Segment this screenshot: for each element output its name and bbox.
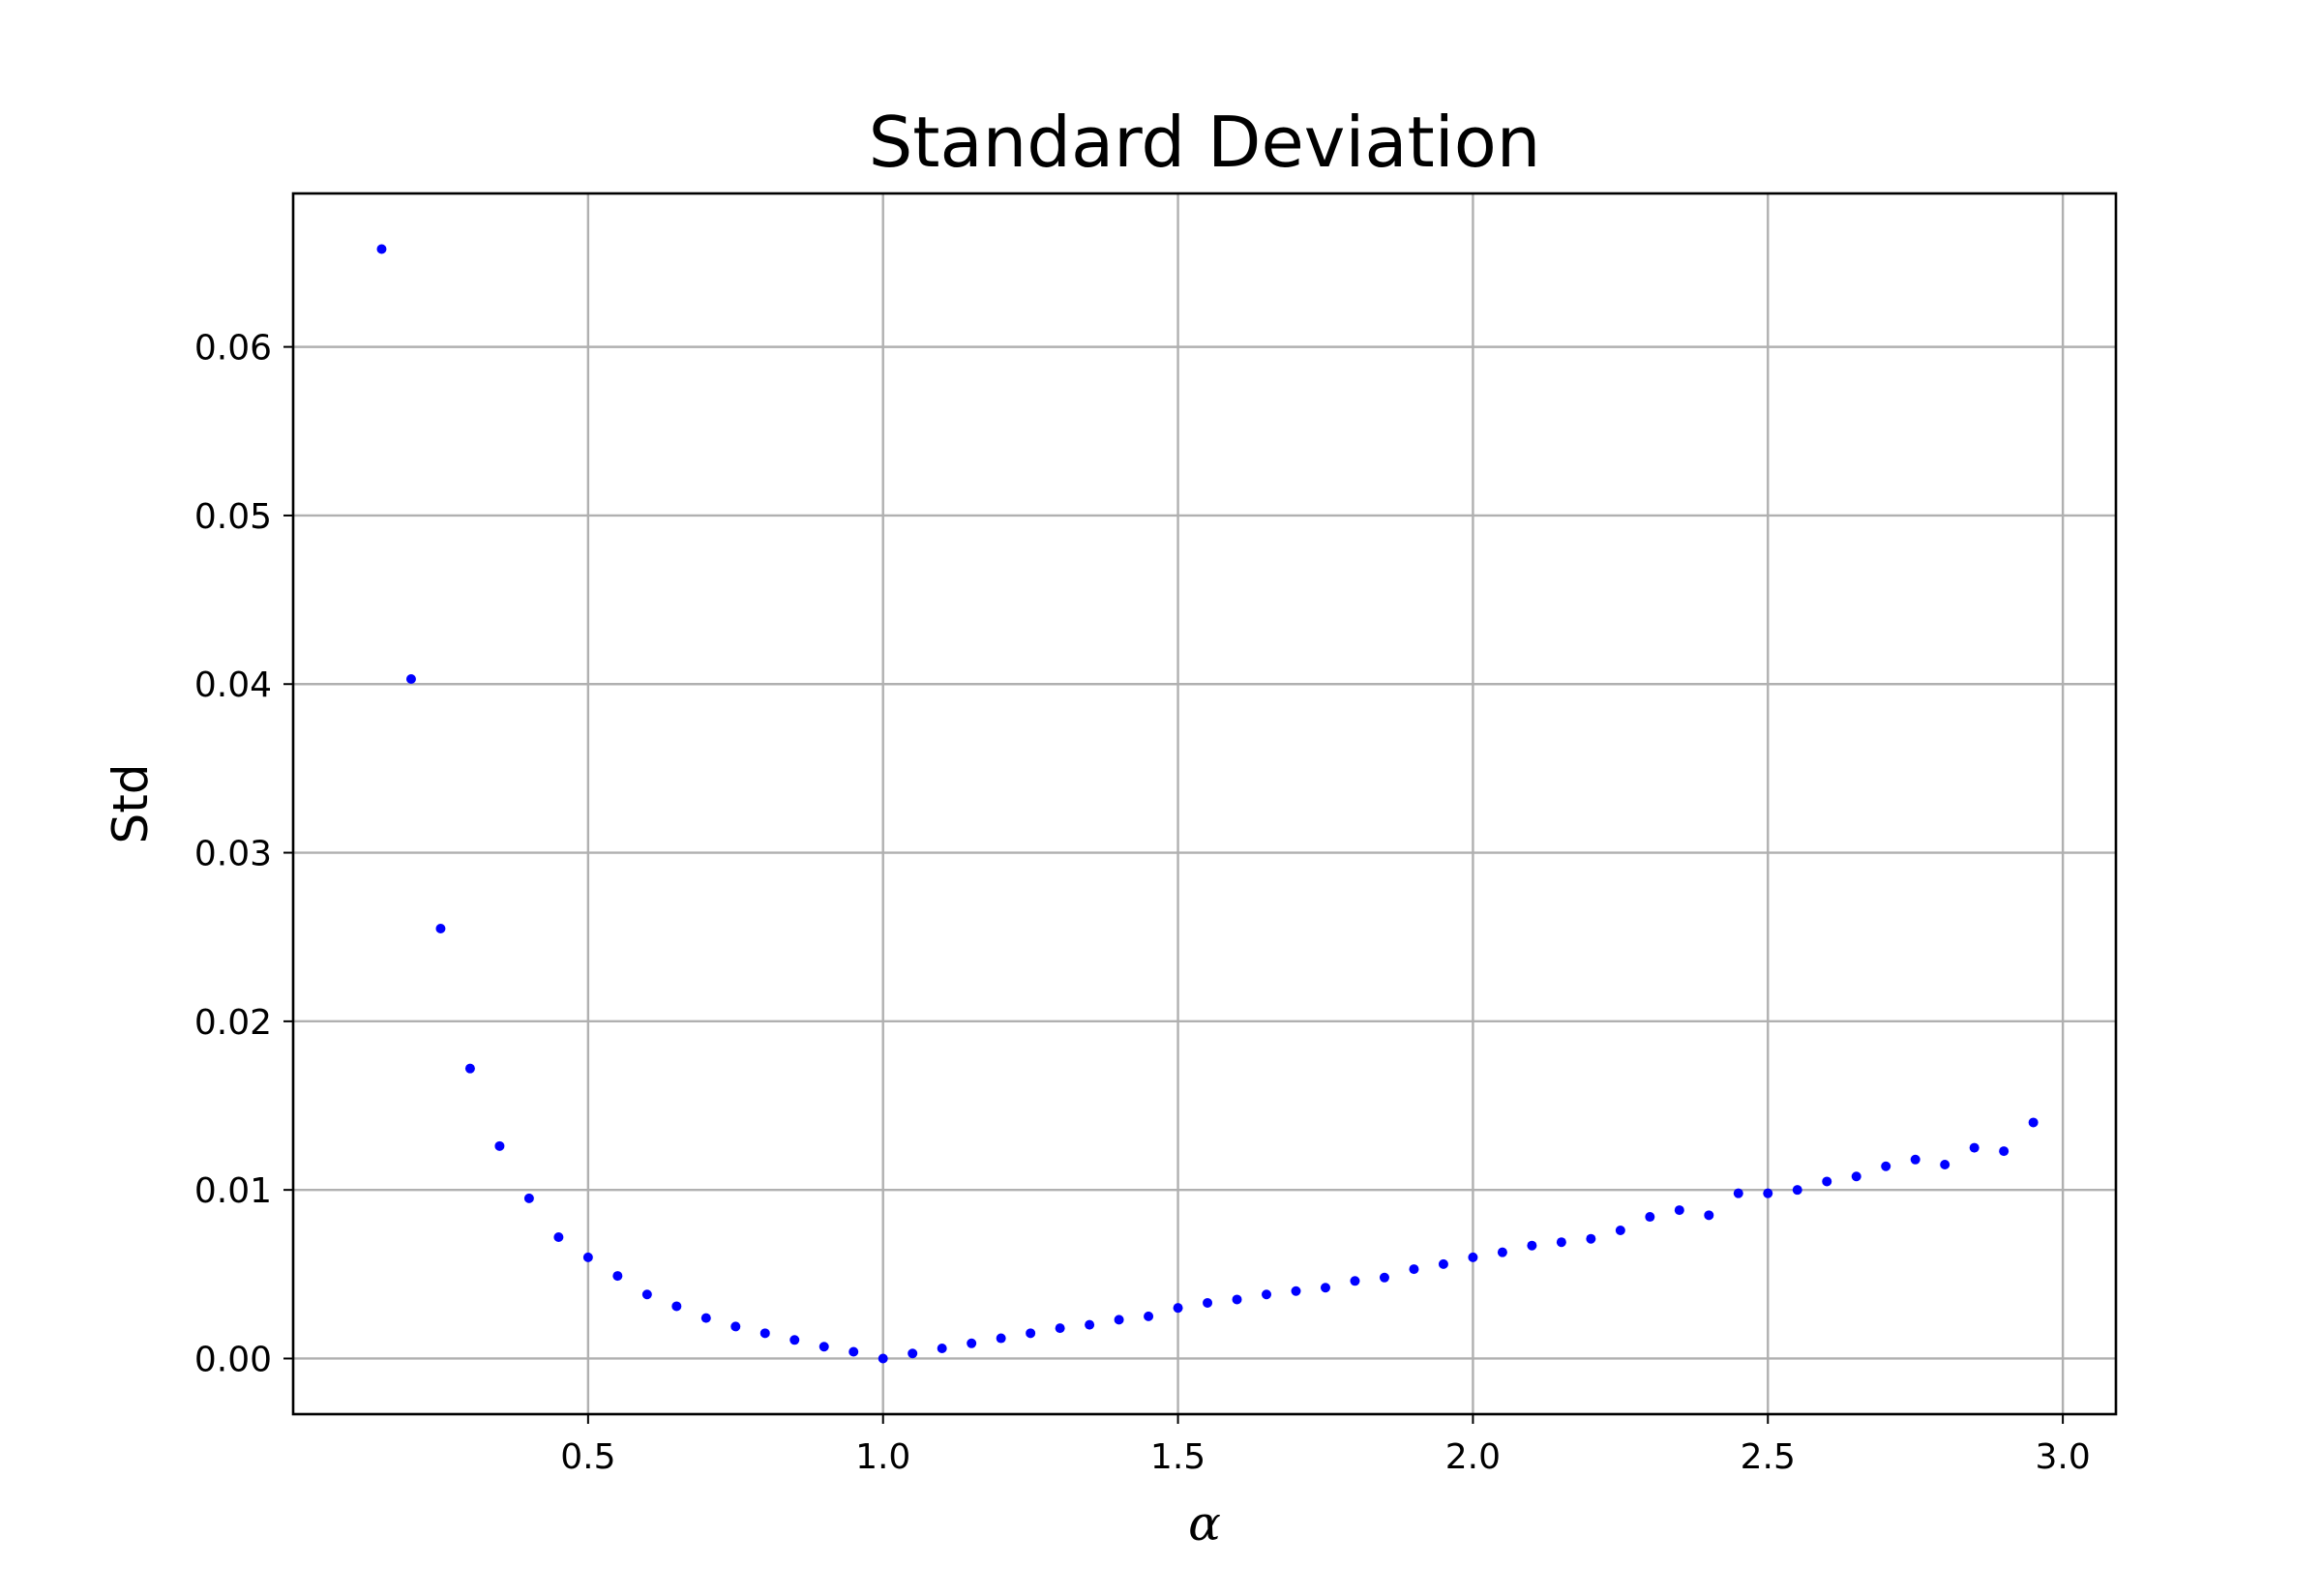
data-point — [1291, 1286, 1301, 1296]
data-point — [1645, 1212, 1655, 1223]
x-tick-label: 3.0 — [2035, 1437, 2090, 1477]
x-tick-label: 0.5 — [560, 1437, 615, 1477]
data-point — [789, 1335, 800, 1345]
data-point — [1409, 1264, 1419, 1275]
x-tick-label: 1.0 — [855, 1437, 910, 1477]
y-tick-label: 0.01 — [194, 1171, 272, 1211]
x-axis-label: α — [1188, 1495, 1221, 1552]
data-point — [641, 1289, 652, 1300]
data-point — [464, 1063, 475, 1074]
data-point — [523, 1193, 534, 1203]
data-point — [1910, 1154, 1920, 1165]
x-tick-label: 2.5 — [1741, 1437, 1796, 1477]
data-point — [759, 1328, 770, 1339]
data-point — [1085, 1319, 1095, 1330]
x-tick-label: 1.5 — [1150, 1437, 1206, 1477]
data-point — [435, 923, 446, 933]
y-tick-label: 0.00 — [194, 1340, 272, 1379]
data-point — [1262, 1289, 1272, 1300]
data-point — [1615, 1226, 1625, 1236]
grid-lines — [293, 193, 2116, 1414]
data-point — [996, 1333, 1006, 1344]
data-point — [908, 1348, 918, 1359]
data-point — [1144, 1311, 1154, 1321]
data-point — [1173, 1303, 1183, 1314]
data-point — [730, 1321, 741, 1332]
data-point — [671, 1301, 682, 1312]
data-point — [1320, 1283, 1330, 1293]
y-tick-label: 0.05 — [194, 497, 272, 537]
data-point — [1350, 1276, 1360, 1286]
data-point — [1969, 1142, 1980, 1153]
chart-title: Standard Deviation — [869, 102, 1541, 183]
data-point — [937, 1344, 947, 1354]
data-point — [1527, 1240, 1537, 1251]
data-point — [1026, 1328, 1036, 1339]
data-point — [1556, 1237, 1566, 1248]
data-point — [819, 1342, 829, 1352]
data-point — [1999, 1146, 2009, 1157]
data-point — [612, 1271, 623, 1282]
data-points — [376, 244, 2039, 1364]
data-point — [405, 674, 416, 685]
data-point — [2028, 1117, 2039, 1128]
data-point — [700, 1313, 711, 1323]
y-tick-label: 0.03 — [194, 835, 272, 874]
x-tick-label: 2.0 — [1445, 1437, 1501, 1477]
data-point — [494, 1140, 505, 1151]
data-point — [1114, 1315, 1124, 1325]
data-point — [1704, 1210, 1714, 1221]
data-point — [1940, 1160, 1950, 1170]
data-point — [1468, 1252, 1478, 1262]
y-tick-label: 0.06 — [194, 329, 272, 369]
data-point — [1203, 1297, 1213, 1308]
data-point — [848, 1346, 859, 1357]
data-point — [878, 1353, 888, 1364]
data-point — [376, 244, 387, 254]
y-axis-label: Std — [103, 763, 159, 843]
data-point — [1379, 1272, 1389, 1283]
data-point — [1881, 1161, 1891, 1171]
plot-frame — [291, 192, 2118, 1416]
data-point — [1822, 1176, 1832, 1187]
data-point — [1674, 1205, 1684, 1216]
data-point — [1497, 1247, 1507, 1257]
data-point — [1792, 1185, 1802, 1196]
axis-ticks: 0.5 1.0 1.5 2.0 2.5 3.0 0.00 0.01 0.02 0.03 0.04 0.… — [194, 329, 2091, 1477]
data-point — [1586, 1233, 1596, 1244]
data-point — [1851, 1171, 1861, 1182]
y-tick-label: 0.04 — [194, 665, 272, 705]
y-tick-label: 0.02 — [194, 1003, 272, 1043]
data-point — [1438, 1258, 1448, 1269]
data-point — [1733, 1188, 1743, 1198]
data-point — [553, 1231, 564, 1242]
data-point — [1055, 1323, 1065, 1334]
data-point — [582, 1252, 593, 1262]
data-point — [1232, 1294, 1242, 1305]
data-point — [1763, 1188, 1773, 1198]
data-point — [967, 1338, 977, 1348]
